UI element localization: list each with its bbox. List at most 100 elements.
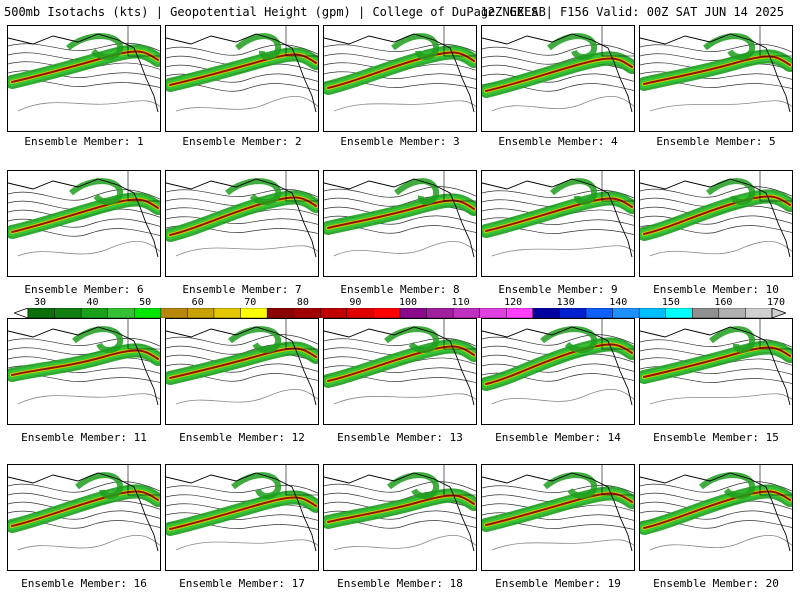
scale-swatch: [718, 308, 746, 318]
ensemble-map: [640, 171, 792, 258]
height-contour: [166, 216, 318, 225]
isotach-band: [703, 33, 756, 60]
scale-swatch: [426, 308, 454, 318]
ensemble-panel: [481, 464, 635, 571]
height-contour: [649, 393, 792, 405]
height-contour: [8, 481, 160, 493]
scale-swatch: [745, 308, 773, 318]
ensemble-panel: [7, 25, 161, 132]
isotach-band: [485, 57, 633, 92]
height-contour: [8, 337, 160, 347]
coastline: [640, 178, 791, 258]
ensemble-member-label: Ensemble Member: 10: [653, 283, 779, 296]
isotach-band: [540, 326, 598, 353]
height-contour: [640, 510, 792, 520]
ensemble-map: [324, 319, 476, 406]
ensemble-panel: [7, 464, 161, 571]
ensemble-map: [166, 26, 318, 113]
ensemble-map: [482, 465, 634, 552]
ensemble-member-label: Ensemble Member: 14: [495, 431, 621, 444]
height-contour: [166, 188, 318, 198]
isotach-band: [543, 472, 598, 499]
scale-swatch: [160, 308, 188, 318]
ensemble-member-label: Ensemble Member: 2: [182, 135, 302, 148]
isotach-band: [235, 33, 282, 60]
height-contour: [8, 510, 160, 520]
height-contour: [175, 245, 318, 257]
ensemble-map: [482, 26, 634, 113]
scale-tick-label: 130: [556, 297, 575, 308]
scale-swatch: [612, 308, 640, 318]
ensemble-map: [324, 465, 476, 552]
border-line: [285, 171, 318, 202]
ensemble-member-label: Ensemble Member: 18: [337, 577, 463, 590]
height-contour: [333, 534, 476, 551]
border-line: [285, 465, 318, 496]
coastline: [8, 326, 159, 406]
height-contour: [324, 337, 476, 347]
isotach-band: [228, 326, 282, 353]
scale-tick-label: 70: [244, 297, 257, 308]
height-contour: [166, 44, 318, 56]
ensemble-member-label: Ensemble Member: 16: [21, 577, 147, 590]
scale-swatch: [134, 308, 162, 318]
scale-tick-label: 150: [661, 297, 680, 308]
scale-tick-label: 90: [349, 297, 362, 308]
isotach-band: [699, 472, 756, 499]
ensemble-member-label: Ensemble Member: 19: [495, 577, 621, 590]
scale-tick-label: 160: [714, 297, 733, 308]
height-contour: [166, 363, 318, 373]
scale-swatch: [559, 308, 587, 318]
height-contour: [482, 44, 634, 56]
coastline: [8, 472, 159, 552]
border-line: [759, 319, 792, 350]
height-contour: [324, 365, 476, 374]
height-contour: [324, 71, 476, 80]
ensemble-member-label: Ensemble Member: 4: [498, 135, 618, 148]
ensemble-member-label: Ensemble Member: 1: [24, 135, 144, 148]
ensemble-map: [8, 465, 160, 552]
scale-swatch: [80, 308, 108, 318]
scale-swatch: [585, 308, 613, 318]
ensemble-member-label: Ensemble Member: 11: [21, 431, 147, 444]
border-line: [601, 26, 634, 57]
height-contour: [333, 393, 476, 405]
scale-tick-label: 80: [296, 297, 309, 308]
border-line: [127, 465, 160, 496]
coastline: [640, 33, 791, 113]
border-line: [443, 465, 476, 496]
height-contour: [482, 217, 634, 226]
ensemble-panel: [323, 25, 477, 132]
coastline: [8, 178, 159, 258]
ensemble-map: [482, 171, 634, 258]
height-contour: [640, 481, 792, 493]
isotach-band: [169, 496, 317, 530]
scale-swatch: [373, 308, 401, 318]
border-line: [285, 26, 318, 57]
isotach-band: [66, 33, 124, 60]
height-contour: [8, 189, 160, 201]
height-contour: [166, 512, 318, 521]
ensemble-panel: [639, 318, 793, 425]
height-contour: [491, 95, 634, 112]
scale-swatch: [506, 308, 534, 318]
coastline: [640, 472, 791, 552]
ensemble-panel: [639, 25, 793, 132]
height-contour: [324, 186, 476, 198]
scale-swatch: [293, 308, 321, 318]
border-line: [759, 26, 792, 57]
ensemble-panel: [639, 464, 793, 571]
height-contour: [17, 240, 160, 257]
ensemble-map: [166, 319, 318, 406]
border-line: [601, 171, 634, 202]
height-contour: [640, 43, 792, 53]
border-line: [601, 465, 634, 496]
coastline: [640, 326, 791, 406]
height-contour: [324, 43, 476, 53]
height-contour: [17, 393, 160, 405]
scale-tick-label: 40: [86, 297, 99, 308]
scale-tick-label: 140: [609, 297, 628, 308]
ensemble-panel: [481, 318, 635, 425]
isotach-band: [327, 494, 475, 523]
isotach-band: [231, 472, 282, 499]
